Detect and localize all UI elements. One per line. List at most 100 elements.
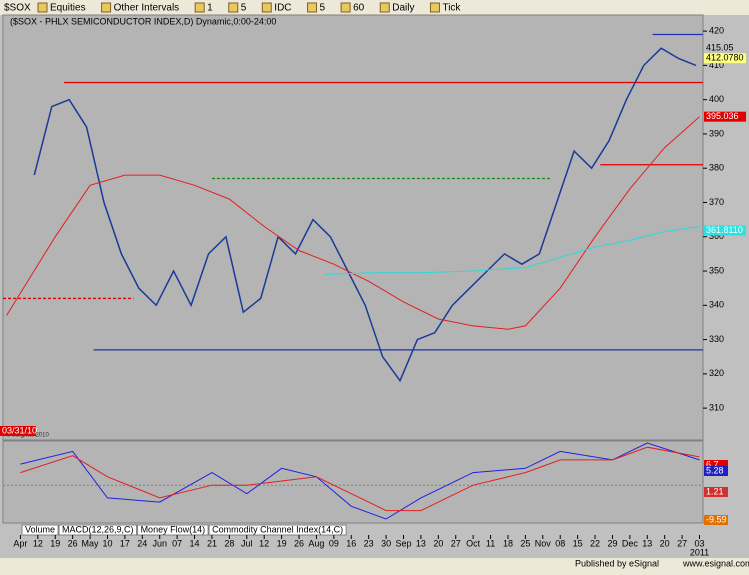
x-tick-label: 25 — [520, 538, 530, 548]
y-tick-label: 330 — [709, 334, 724, 344]
x-tick-label: Jul — [241, 538, 253, 548]
toolbar-item[interactable]: Other Intervals — [114, 3, 180, 14]
chart-title: ($SOX - PHLX SEMICONDUCTOR INDEX,D) Dyna… — [10, 16, 276, 26]
x-tick-label: 26 — [294, 538, 304, 548]
x-tick-label: 12 — [259, 538, 269, 548]
series-line — [325, 226, 700, 275]
price-box-label: 361.8110 — [706, 225, 743, 235]
toolbar-items: $SOX Equities Other Intervals 1 5 IDC 5 60 Daily… — [4, 2, 461, 14]
x-tick-label: 10 — [102, 538, 112, 548]
y-tick-label: 420 — [709, 25, 724, 35]
price-box-label: 412.0780 — [706, 53, 744, 63]
x-tick-label: 21 — [207, 538, 217, 548]
icon — [228, 2, 239, 13]
toolbar-item[interactable]: 5 — [320, 3, 326, 14]
x-tick-label: 30 — [381, 538, 391, 548]
toolbar-item[interactable]: IDC — [274, 3, 291, 14]
tab-label[interactable]: Money Flow(14) — [141, 524, 206, 534]
year-label: 2011 — [690, 547, 709, 557]
tab-label[interactable]: Commodity Channel Index(14,C) — [212, 524, 343, 534]
series-line — [33, 47, 697, 383]
x-tick-label: 23 — [364, 538, 374, 548]
y-tick-label: 320 — [709, 368, 724, 378]
tab[interactable] — [208, 524, 347, 536]
x-tick-label: 14 — [190, 538, 200, 548]
toolbar-item[interactable]: Daily — [392, 3, 414, 14]
start-date: 03/31/10 — [2, 425, 37, 435]
icon — [429, 2, 440, 13]
x-tick-label: 09 — [329, 538, 339, 548]
tab[interactable] — [21, 524, 59, 536]
y-tick-label: 370 — [709, 197, 724, 207]
icon — [261, 2, 272, 13]
series-line — [6, 116, 700, 330]
y-tick-label: 410 — [709, 60, 724, 70]
x-tick-label: 27 — [677, 538, 687, 548]
x-tick-label: 15 — [573, 538, 583, 548]
tab-label[interactable]: MACD(12,26,9,C) — [62, 524, 134, 534]
price-box — [704, 43, 746, 54]
url: www.esignal.com — [682, 558, 749, 568]
x-tick-label: 12 — [33, 538, 43, 548]
x-tick-label: 11 — [486, 538, 495, 548]
x-tick-label: 18 — [503, 538, 513, 548]
toolbar-item[interactable]: Tick — [442, 3, 461, 14]
price-box-label: 395.036 — [706, 111, 739, 121]
x-tick-label: Sep — [395, 538, 411, 548]
x-tick-label: 20 — [433, 538, 443, 548]
value-box — [704, 487, 728, 497]
toolbar — [0, 0, 749, 15]
series-line — [20, 442, 700, 520]
icon — [194, 2, 205, 13]
x-tick-label: 19 — [277, 538, 287, 548]
x-tick-label: Aug — [308, 538, 324, 548]
icon — [307, 2, 318, 13]
toolbar-item[interactable]: Equities — [50, 3, 86, 14]
x-tick-label: 24 — [137, 538, 147, 548]
x-tick-label: 13 — [416, 538, 426, 548]
toolbar-item[interactable]: 5 — [241, 3, 247, 14]
toolbar-item[interactable]: 60 — [353, 3, 365, 14]
price-box — [704, 53, 746, 64]
y-tick-label: 380 — [709, 163, 724, 173]
x-tick-label: May — [82, 538, 100, 548]
symbol[interactable]: $SOX — [4, 3, 31, 14]
x-tick-label: 16 — [346, 538, 356, 548]
series-line — [20, 446, 700, 512]
published: Published by eSignal — [575, 558, 659, 568]
x-tick-label: 08 — [555, 538, 565, 548]
x-tick-label: 19 — [50, 538, 60, 548]
y-tick-label: 340 — [709, 300, 724, 310]
icon — [37, 2, 48, 13]
status-bar — [0, 558, 749, 570]
price-panel — [2, 14, 704, 441]
icon — [101, 2, 112, 13]
x-tick-label: 13 — [642, 538, 652, 548]
x-tick-label: 29 — [607, 538, 617, 548]
y-tick-label: 350 — [709, 265, 724, 275]
price-box-label: 415.05 — [706, 42, 734, 52]
value-box — [704, 460, 728, 470]
x-tick-label: 20 — [660, 538, 670, 548]
y-tick-label: 390 — [709, 128, 724, 138]
x-tick-label: 26 — [68, 538, 78, 548]
date-box — [0, 426, 36, 436]
value-box — [704, 466, 728, 476]
x-tick-label: Apr — [13, 538, 27, 548]
x-tick-label: 28 — [224, 538, 234, 548]
tab[interactable] — [137, 524, 209, 536]
x-tick-label: 07 — [172, 538, 182, 548]
x-tick-label: 22 — [590, 538, 600, 548]
tab[interactable] — [58, 524, 138, 536]
x-tick-label: 17 — [120, 538, 130, 548]
tab-label[interactable]: Volume — [25, 524, 55, 534]
y-tick-label: 310 — [709, 403, 724, 413]
toolbar-item[interactable]: 1 — [207, 3, 213, 14]
price-box — [704, 111, 746, 122]
macd-panel — [2, 440, 704, 524]
x-tick-label: 27 — [451, 538, 461, 548]
y-tick-label: 360 — [709, 231, 724, 241]
x-tick-label: 03 — [695, 538, 705, 548]
price-box — [704, 225, 746, 236]
